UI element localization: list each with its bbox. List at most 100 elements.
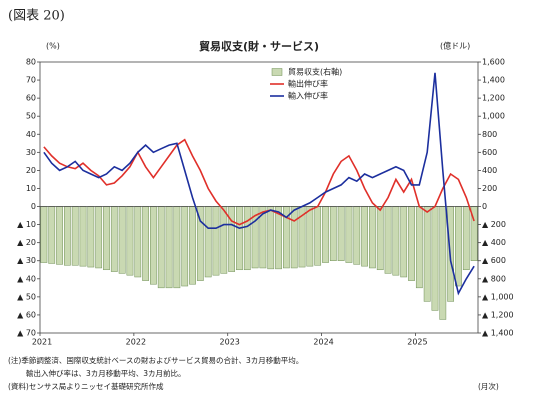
y2-tick-label: 800 (482, 130, 497, 139)
y-tick-label: 80 (26, 58, 36, 67)
bar (439, 206, 447, 320)
x-unit: (月次) (478, 381, 499, 391)
bar (243, 206, 251, 271)
x-tick-label: 2025 (407, 338, 427, 347)
bar (228, 206, 236, 272)
y-tick-label: ▲ 30 (17, 256, 36, 265)
bar (423, 206, 431, 302)
bar (345, 206, 353, 263)
bar (157, 206, 165, 289)
y2-tick-label: 1,000 (482, 112, 505, 121)
bar (408, 206, 415, 281)
bar (415, 206, 423, 289)
bar (40, 206, 48, 263)
bar (314, 206, 322, 266)
bar (142, 206, 149, 281)
y-tick-label: 70 (26, 76, 36, 85)
legend-label: 輸出伸び率 (288, 79, 328, 89)
x-tick-label: 2024 (313, 338, 333, 347)
y-tick-label: ▲ 20 (17, 238, 36, 247)
y2-tick-label: 1,200 (482, 94, 505, 103)
bar (392, 206, 400, 276)
y-tick-label: 60 (26, 94, 36, 103)
y2-tick-label: 0 (482, 202, 487, 211)
y-tick-label: 40 (26, 130, 36, 139)
bar (220, 206, 228, 274)
bar (165, 206, 173, 289)
bar (431, 206, 439, 311)
bar (204, 206, 212, 278)
bar (376, 206, 384, 271)
bar (212, 206, 220, 276)
figure-label: (図表 20) (8, 9, 65, 24)
source: (資料)センサス局よりニッセイ基礎研究所作成 (8, 381, 164, 391)
chart-title: 貿易収支(財・サービス) (199, 39, 319, 53)
bar (275, 206, 282, 270)
y2-tick-label: 400 (482, 166, 497, 175)
plot-frame (39, 61, 479, 334)
bar (455, 206, 462, 287)
bar (361, 206, 368, 267)
y-tick-label: ▲ 40 (17, 274, 36, 283)
y2-tick-label: ▲ 400 (482, 238, 506, 247)
bar (329, 206, 337, 261)
note: (注)季節調整済、国際収支統計ベースの財およびサービス貿易の合計、3カ月移動平均… (8, 355, 303, 365)
y-axis-label: (%) (46, 42, 60, 51)
y-tick-label: ▲ 10 (17, 220, 36, 229)
bar (63, 206, 71, 266)
bar (400, 206, 408, 278)
legend-swatch (271, 68, 283, 76)
y2-tick-label: ▲ 200 (482, 220, 506, 229)
y2-tick-label: ▲ 800 (482, 274, 506, 283)
x-tick-label: 2022 (126, 338, 146, 347)
bar (95, 206, 103, 269)
note: 輸出入伸び率は、3カ月移動平均、3カ月前比。 (26, 368, 186, 378)
bar (353, 206, 361, 265)
bar (110, 206, 118, 272)
bar (150, 206, 157, 285)
bar (196, 206, 204, 281)
x-tick-label: 2021 (32, 338, 52, 347)
y2-tick-label: 1,400 (482, 76, 505, 85)
bar (87, 206, 95, 268)
y-tick-label: 10 (26, 184, 36, 193)
line (43, 138, 475, 226)
bar (181, 206, 189, 287)
bar (118, 206, 126, 274)
y2-tick-label: ▲ 600 (482, 256, 506, 265)
bar (71, 206, 79, 266)
y2-tick-label: 1,600 (482, 58, 505, 67)
y-tick-label: 30 (26, 148, 36, 157)
bar (267, 206, 275, 270)
y2-tick-label: 600 (482, 148, 497, 157)
bar (134, 206, 142, 278)
y2-tick-label: ▲ 1,000 (482, 292, 514, 301)
y-tick-label: 20 (26, 166, 36, 175)
y2-tick-label: ▲ 1,400 (482, 329, 514, 338)
bar (322, 206, 329, 263)
bar (48, 206, 56, 264)
y-tick-label: ▲ 70 (17, 329, 36, 338)
legend-label: 輸入伸び率 (288, 91, 328, 101)
y-tick-label: ▲ 50 (17, 292, 36, 301)
bar (337, 206, 345, 261)
legend-box (268, 66, 360, 106)
bar (126, 206, 134, 276)
legend-label: 貿易収支(右軸) (288, 67, 342, 77)
y2-axis-label: (億ドル) (440, 41, 470, 51)
bar (306, 206, 314, 267)
line (43, 72, 475, 296)
y2-tick-label: 200 (482, 184, 497, 193)
bar (103, 206, 110, 271)
bar (384, 206, 392, 274)
y-tick-label: ▲ 60 (17, 310, 36, 319)
bar (290, 206, 298, 269)
bar (236, 206, 243, 271)
y-tick-label: 50 (26, 112, 36, 121)
y-tick-label: 0 (31, 202, 36, 211)
bar (189, 206, 196, 285)
bar (79, 206, 87, 267)
bar (173, 206, 181, 289)
bar (462, 206, 470, 271)
